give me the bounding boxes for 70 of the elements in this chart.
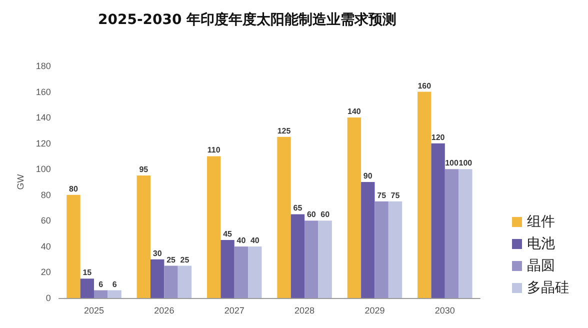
bar [108, 290, 122, 298]
bar [136, 176, 150, 298]
legend-label: 多晶硅 [527, 280, 569, 296]
data-label: 75 [377, 190, 387, 200]
data-label: 65 [293, 204, 303, 213]
data-label: 125 [277, 126, 292, 136]
data-label: 100 [445, 158, 459, 168]
bar [318, 220, 332, 298]
bar [80, 278, 94, 298]
bar [458, 169, 472, 298]
y-axis-title: GW [16, 174, 26, 190]
data-label: 25 [180, 255, 190, 264]
bar [374, 201, 388, 298]
x-tick-label: 2030 [434, 306, 455, 316]
bar [164, 266, 178, 298]
y-tick-label: 160 [36, 86, 51, 97]
data-label: 15 [82, 268, 92, 278]
data-label: 90 [363, 172, 373, 180]
data-label: 30 [152, 248, 162, 258]
bar [361, 182, 375, 298]
bar [277, 136, 291, 298]
data-label: 80 [69, 184, 78, 194]
bar [150, 259, 164, 298]
bar [388, 201, 402, 298]
bar [290, 214, 305, 298]
y-tick-label: 140 [36, 112, 51, 123]
data-label: 60 [306, 210, 316, 220]
y-tick-label: 100 [36, 164, 51, 174]
data-label: 140 [348, 107, 362, 116]
bar [418, 92, 432, 298]
data-label: 100 [458, 158, 473, 168]
x-tick-label: 2026 [154, 306, 174, 316]
y-tick-label: 80 [40, 190, 51, 200]
data-label: 120 [431, 132, 446, 142]
bar [431, 143, 445, 298]
data-label: 25 [166, 255, 176, 264]
bar [347, 118, 362, 298]
x-tick-label: 2027 [224, 306, 244, 316]
y-tick-label: 180 [36, 61, 51, 71]
data-label: 6 [98, 280, 104, 289]
chart-title: 2025-2030 年印度年度太阳能制造业需求预测 [98, 11, 397, 28]
data-label: 40 [250, 236, 260, 245]
data-label: 40 [236, 236, 246, 245]
bar [248, 246, 262, 298]
bar [178, 266, 192, 298]
bar [444, 169, 459, 298]
legend-label: 电池 [527, 236, 555, 252]
y-tick-label: 20 [40, 267, 51, 278]
data-label: 60 [320, 210, 330, 220]
data-label: 110 [207, 146, 221, 155]
bar [220, 240, 234, 298]
data-label: 75 [390, 190, 400, 200]
data-label: 45 [223, 230, 233, 238]
y-tick-label: 60 [40, 216, 51, 226]
data-label: 160 [418, 81, 432, 90]
y-tick-label: 0 [46, 293, 51, 303]
data-label: 95 [139, 165, 149, 174]
y-tick-label: 120 [36, 138, 51, 148]
y-tick-label: 40 [40, 241, 51, 252]
legend-label: 晶圆 [527, 258, 555, 274]
bar [206, 156, 221, 298]
data-label: 6 [112, 280, 118, 289]
bar [94, 290, 108, 298]
bar [234, 246, 248, 298]
x-tick-label: 2028 [294, 306, 315, 316]
x-tick-label: 2029 [364, 306, 385, 316]
x-tick-label: 2025 [84, 306, 104, 316]
bar [304, 220, 318, 298]
bar [66, 194, 80, 298]
legend-label: 组件 [527, 214, 555, 230]
